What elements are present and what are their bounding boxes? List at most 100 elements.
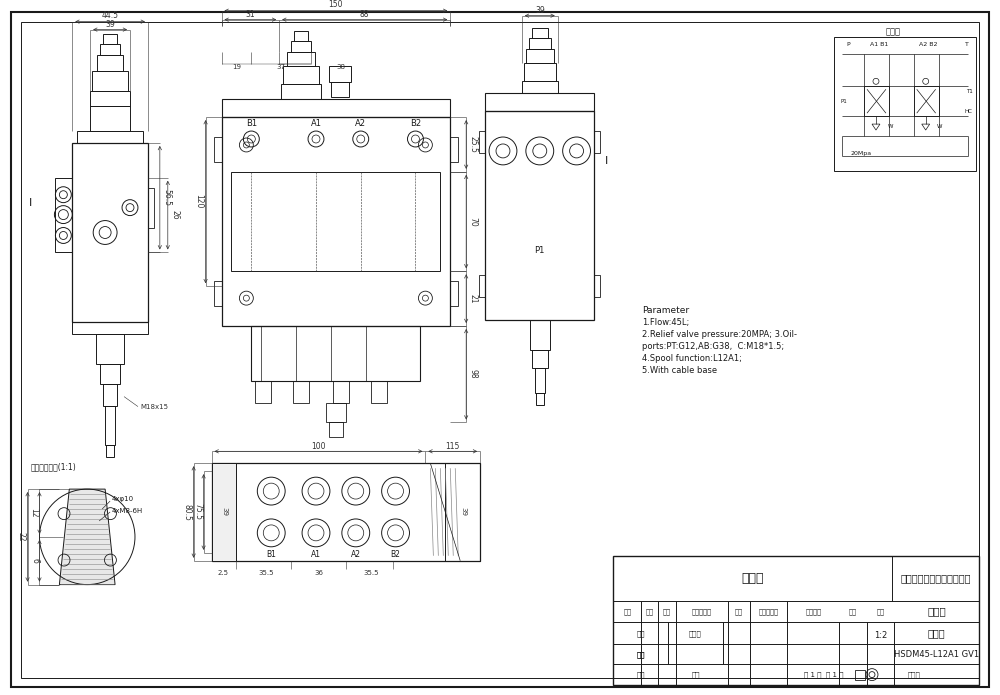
Text: 工艺: 工艺: [636, 671, 645, 678]
Text: HC: HC: [965, 108, 972, 114]
Bar: [855, 670, 865, 680]
Text: 审批: 审批: [636, 651, 645, 657]
Bar: [212, 464, 236, 561]
Text: 阶段标记: 阶段标记: [805, 608, 821, 615]
Bar: [90, 106, 130, 131]
Bar: [864, 86, 889, 116]
Text: 更改文件号: 更改文件号: [692, 608, 712, 615]
Polygon shape: [59, 489, 115, 584]
Text: W: W: [888, 124, 894, 129]
Text: 20Mpa: 20Mpa: [850, 152, 871, 156]
Text: P1: P1: [535, 246, 545, 255]
Bar: [72, 322, 148, 334]
Text: 局部放大计划(1:1): 局部放大计划(1:1): [31, 463, 76, 472]
Bar: [251, 326, 420, 381]
Text: 4.Spool function:L12A1;: 4.Spool function:L12A1;: [642, 354, 742, 363]
Bar: [329, 67, 351, 82]
Bar: [214, 281, 222, 306]
Bar: [222, 117, 450, 326]
Text: A1 B1: A1 B1: [870, 42, 888, 47]
Text: 设计: 设计: [636, 630, 645, 637]
Bar: [371, 381, 387, 402]
Bar: [536, 393, 544, 404]
Bar: [72, 143, 148, 322]
Bar: [96, 334, 124, 363]
Bar: [331, 82, 349, 97]
Text: A1: A1: [310, 119, 321, 128]
Text: 4xφ10: 4xφ10: [112, 496, 134, 502]
Text: Parameter: Parameter: [642, 306, 689, 315]
Bar: [92, 72, 128, 91]
Bar: [231, 172, 440, 271]
Text: 39: 39: [460, 507, 466, 516]
Text: 88: 88: [360, 10, 369, 19]
Text: I: I: [29, 197, 32, 208]
Text: 19: 19: [232, 65, 241, 70]
Text: W: W: [937, 124, 942, 129]
Text: 数量: 数量: [646, 608, 654, 615]
Bar: [524, 63, 556, 81]
Text: 39: 39: [535, 6, 545, 15]
Bar: [594, 131, 600, 153]
Text: 5.With cable base: 5.With cable base: [642, 366, 717, 375]
Text: 37: 37: [277, 65, 286, 70]
Text: 36: 36: [314, 570, 323, 575]
Bar: [291, 40, 311, 52]
Text: 2.5: 2.5: [218, 570, 229, 575]
Bar: [214, 137, 222, 162]
Text: 共 1 页  第 1 页: 共 1 页 第 1 页: [804, 671, 843, 678]
Bar: [90, 91, 130, 106]
Text: P: P: [846, 42, 850, 47]
Bar: [100, 363, 120, 384]
Text: 56.5: 56.5: [162, 189, 171, 206]
Bar: [283, 67, 319, 84]
Text: 38: 38: [336, 65, 345, 70]
Text: ports:PT:G12,AB:G38,  C:M18*1.5;: ports:PT:G12,AB:G38, C:M18*1.5;: [642, 342, 784, 351]
Text: 核对: 核对: [636, 651, 645, 657]
Bar: [293, 381, 309, 402]
Text: 1:2: 1:2: [874, 631, 887, 640]
Text: 直装阀: 直装阀: [927, 607, 946, 616]
Text: 山东奥救液压科技有限公司: 山东奥救液压科技有限公司: [900, 573, 971, 583]
Bar: [333, 381, 349, 402]
Bar: [212, 464, 480, 561]
Text: HSDM45-L12A1 GV1: HSDM45-L12A1 GV1: [894, 650, 979, 659]
Bar: [834, 37, 976, 171]
Text: 直装阀: 直装阀: [928, 628, 945, 638]
Text: A1: A1: [311, 550, 321, 559]
Text: 35.5: 35.5: [259, 570, 274, 575]
Bar: [450, 137, 458, 162]
Text: 外形图: 外形图: [741, 571, 764, 584]
Text: I: I: [605, 156, 608, 166]
Text: B2: B2: [410, 119, 421, 128]
Text: 100: 100: [311, 442, 326, 451]
Text: 21: 21: [469, 294, 478, 304]
Text: 4xM8-6H: 4xM8-6H: [112, 508, 143, 514]
Text: 150: 150: [329, 0, 343, 9]
Bar: [535, 368, 545, 393]
Text: 70: 70: [469, 217, 478, 227]
Text: 批准: 批准: [691, 671, 700, 678]
Bar: [613, 556, 979, 685]
Bar: [100, 44, 120, 56]
Text: 35.5: 35.5: [363, 570, 378, 575]
Text: 12: 12: [29, 508, 38, 518]
Text: B2: B2: [391, 550, 401, 559]
Bar: [55, 178, 72, 252]
Text: 原理图: 原理图: [885, 28, 900, 37]
Bar: [526, 49, 554, 63]
Text: 120: 120: [194, 195, 203, 209]
Bar: [485, 111, 594, 320]
Text: A2 B2: A2 B2: [919, 42, 938, 47]
Bar: [97, 56, 123, 72]
Text: T1: T1: [966, 89, 972, 94]
Text: A2: A2: [351, 550, 361, 559]
Text: 标准化: 标准化: [689, 630, 702, 637]
Bar: [532, 28, 548, 38]
Bar: [450, 281, 458, 306]
Text: T: T: [965, 42, 968, 47]
Text: 6: 6: [30, 558, 39, 563]
Text: 98: 98: [469, 370, 478, 379]
Bar: [106, 445, 114, 457]
Bar: [594, 275, 600, 297]
